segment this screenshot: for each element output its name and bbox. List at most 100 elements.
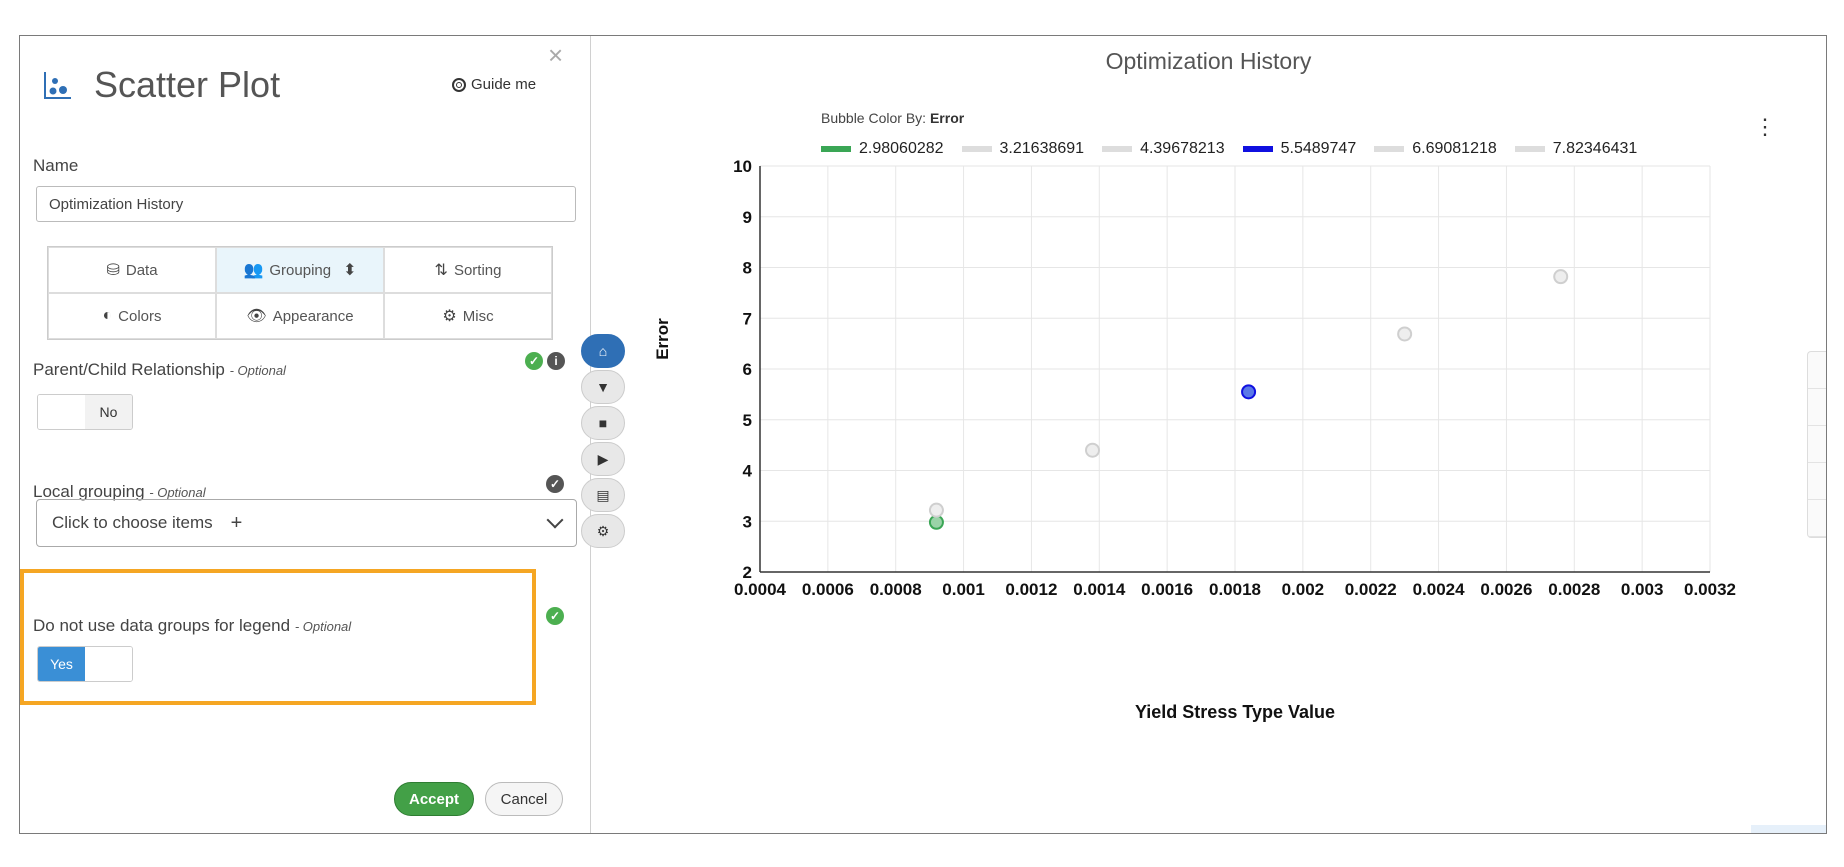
- legend-item[interactable]: 4.39678213: [1102, 140, 1225, 158]
- optional-tag: - Optional: [294, 619, 352, 634]
- file-icon: ▤: [596, 486, 610, 503]
- sort-caret-icon: ⬍: [343, 262, 357, 279]
- tab-misc[interactable]: ⚙ Misc: [384, 293, 552, 339]
- data-point[interactable]: [1553, 269, 1569, 285]
- home-icon: ⌂: [598, 343, 608, 359]
- x-tick-label: 0.001: [942, 580, 985, 599]
- chart-settings-button[interactable]: ⚙: [581, 514, 625, 548]
- side-tool-line[interactable]: [1808, 352, 1826, 389]
- data-point[interactable]: [1241, 384, 1257, 400]
- database-icon: ⛁: [106, 262, 120, 279]
- sort-icon: ⇅: [434, 262, 448, 279]
- corner-tab: [1751, 825, 1826, 833]
- info-icon[interactable]: i: [547, 352, 565, 370]
- chart-title: Optimization History: [1105, 48, 1312, 74]
- legend-swatch: [1514, 146, 1545, 152]
- cancel-button[interactable]: Cancel: [485, 782, 563, 816]
- y-tick-label: 9: [743, 208, 752, 227]
- x-tick-label: 0.0022: [1345, 580, 1397, 599]
- legend-label: 5.5489747: [1280, 140, 1357, 157]
- x-tick-label: 0.002: [1282, 580, 1325, 599]
- more-options-icon[interactable]: ⋮: [1754, 114, 1776, 139]
- y-tick-label: 2: [743, 563, 752, 582]
- contrast-icon: ◐: [102, 307, 113, 324]
- legend-item[interactable]: 2.98060282: [821, 140, 944, 158]
- y-tick-label: 5: [743, 411, 752, 430]
- legend-item[interactable]: 5.5489747: [1242, 140, 1357, 158]
- home-button[interactable]: ⌂: [581, 334, 625, 368]
- optional-tag: - Optional: [149, 485, 206, 500]
- scatter-plot-window: × Scatter Plot Guide me Name ⛁ Data 👥 G: [19, 35, 1827, 834]
- x-tick-label: 0.0032: [1684, 580, 1736, 599]
- x-tick-label: 0.003: [1621, 580, 1664, 599]
- parent-child-toggle[interactable]: No: [37, 394, 133, 430]
- play-icon: ▶: [597, 450, 609, 467]
- legend-label: 6.69081218: [1412, 140, 1497, 157]
- tab-colors[interactable]: ◐ Colors: [48, 293, 216, 339]
- optional-tag: - Optional: [229, 363, 286, 378]
- y-tick-label: 7: [743, 309, 752, 328]
- side-toolbar: [1807, 351, 1826, 538]
- users-icon: 👥: [243, 262, 264, 279]
- legend-groups-toggle[interactable]: Yes: [37, 646, 133, 682]
- x-tick-label: 0.0024: [1413, 580, 1466, 599]
- file-button[interactable]: ▤: [581, 478, 625, 512]
- legend-swatch: [1374, 146, 1405, 152]
- accept-button[interactable]: Accept: [394, 782, 474, 816]
- x-tick-label: 0.0026: [1480, 580, 1532, 599]
- parent-child-text: Parent/Child Relationship: [33, 360, 225, 379]
- check-icon: ✓: [546, 475, 564, 493]
- legend-label: 3.21638691: [999, 140, 1085, 157]
- legend-swatch: [961, 146, 992, 152]
- check-icon: ✓: [546, 607, 564, 625]
- legend-item[interactable]: 3.21638691: [961, 140, 1085, 158]
- select-placeholder: Click to choose items: [52, 513, 213, 532]
- eye-icon: 👁: [246, 308, 267, 325]
- chevron-down-icon[interactable]: [546, 511, 564, 529]
- guide-me-link[interactable]: Guide me: [452, 76, 536, 93]
- side-tool-bar[interactable]: [1808, 389, 1826, 426]
- plus-icon[interactable]: +: [230, 511, 243, 534]
- side-tool-zoom[interactable]: [1808, 500, 1826, 537]
- toggle-state-label: Yes: [38, 647, 85, 681]
- x-tick-label: 0.0006: [802, 580, 854, 599]
- stop-button[interactable]: ■: [581, 406, 625, 440]
- local-grouping-select[interactable]: Click to choose items +: [36, 499, 577, 547]
- legend-groups-text: Do not use data groups for legend: [33, 616, 291, 635]
- gear-icon: ⚙: [442, 308, 457, 325]
- y-axis-label: Error: [653, 318, 672, 360]
- scatter-plot: 0.0004 0.0006 0.0008 0.001 0.0012 0.0014 0.001…: [653, 157, 1736, 722]
- side-tool-paint[interactable]: [1808, 463, 1826, 500]
- data-point[interactable]: [1085, 442, 1100, 458]
- local-grouping-label: Local grouping - Optional: [33, 482, 206, 502]
- stop-icon: ■: [598, 415, 608, 431]
- close-icon[interactable]: ×: [548, 40, 564, 70]
- legend-item[interactable]: 6.69081218: [1374, 140, 1497, 158]
- tab-appearance[interactable]: 👁 Appearance: [216, 293, 384, 339]
- tab-data[interactable]: ⛁ Data: [48, 247, 216, 293]
- y-tick-label: 10: [733, 157, 752, 176]
- local-grouping-text: Local grouping: [33, 482, 145, 501]
- legend-item[interactable]: 7.82346431: [1514, 140, 1637, 158]
- parent-child-label: Parent/Child Relationship - Optional: [33, 360, 286, 380]
- name-input[interactable]: [36, 186, 576, 222]
- data-point[interactable]: [928, 502, 944, 518]
- tab-colors-label: Colors: [118, 307, 162, 325]
- chart-area: ⌂ ▼ ■ ▶ ▤ ⚙ Optimization History Bubble …: [581, 36, 1826, 833]
- x-tick-label: 0.0018: [1209, 580, 1261, 599]
- y-tick-label: 6: [743, 360, 752, 379]
- settings-tabs: ⛁ Data 👥 Grouping ⬍ ⇅ Sorting ◐ Colors 👁…: [47, 246, 553, 340]
- data-point[interactable]: [928, 514, 944, 530]
- side-tool-link[interactable]: [1808, 426, 1826, 463]
- tab-grouping[interactable]: 👥 Grouping ⬍: [216, 247, 384, 293]
- tab-sorting[interactable]: ⇅ Sorting: [384, 247, 552, 293]
- y-tick-label: 4: [743, 462, 753, 481]
- bubble-color-by-prefix: Bubble Color By:: [821, 110, 927, 126]
- data-point[interactable]: [1397, 326, 1413, 342]
- filter-button[interactable]: ▼: [581, 370, 625, 404]
- gear-icon: ⚙: [596, 522, 610, 539]
- legend-swatch: [1102, 146, 1133, 152]
- play-button[interactable]: ▶: [581, 442, 625, 476]
- x-axis-label: Yield Stress Type Value: [1135, 702, 1335, 722]
- y-tick-label: 3: [743, 512, 752, 531]
